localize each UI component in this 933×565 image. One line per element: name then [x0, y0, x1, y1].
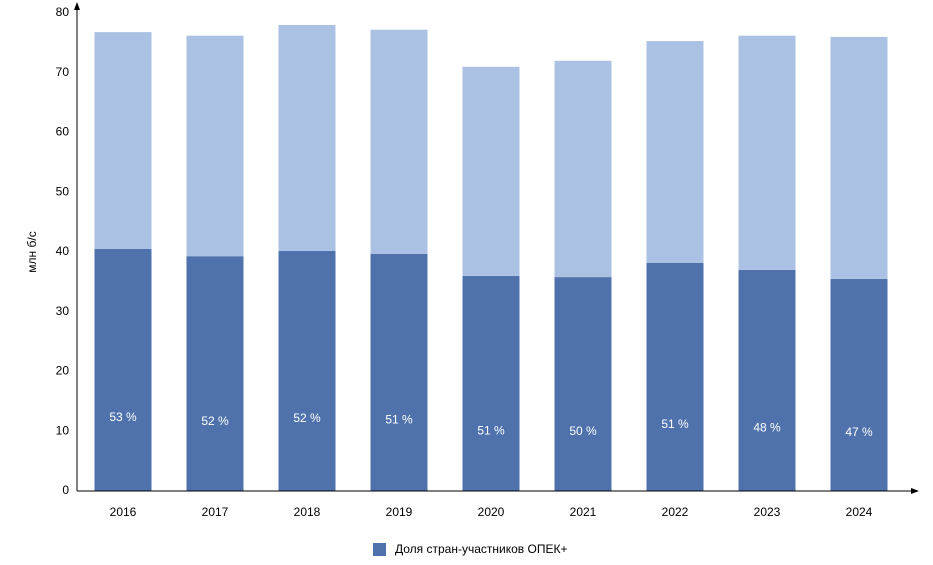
y-tick-label: 30 — [56, 304, 70, 318]
legend-swatch — [373, 543, 386, 556]
bar-segment — [738, 269, 796, 491]
y-tick-label: 70 — [56, 65, 70, 79]
bar-segment — [738, 35, 796, 270]
y-tick-label: 80 — [56, 5, 70, 19]
x-tick-label: 2017 — [202, 505, 229, 519]
bar-segment — [94, 32, 152, 250]
data-label: 52 % — [201, 414, 229, 428]
bar-segment — [278, 24, 336, 251]
legend-label: Доля стран-участников ОПЕК+ — [395, 542, 567, 556]
data-label: 51 % — [661, 417, 689, 431]
bar-segment — [554, 277, 612, 491]
y-tick-label: 10 — [56, 423, 70, 437]
x-tick-label: 2016 — [110, 505, 137, 519]
data-label: 52 % — [293, 411, 321, 425]
data-label: 53 % — [109, 410, 137, 424]
x-tick-label: 2018 — [294, 505, 321, 519]
bar-segment — [462, 275, 520, 491]
x-tick-label: 2020 — [478, 505, 505, 519]
bar-segment — [830, 36, 888, 279]
bar-segment — [646, 262, 704, 491]
x-tick-label: 2021 — [570, 505, 597, 519]
data-label: 48 % — [753, 421, 781, 435]
y-axis-arrow — [74, 2, 80, 10]
x-tick-label: 2022 — [662, 505, 689, 519]
y-axis-label: млн б/с — [25, 231, 39, 272]
bar-segment — [554, 60, 612, 278]
bar-segment — [462, 66, 520, 276]
y-tick-label: 50 — [56, 184, 70, 198]
y-tick-label: 20 — [56, 364, 70, 378]
bar-segment — [370, 253, 428, 491]
x-tick-label: 2024 — [846, 505, 873, 519]
y-tick-label: 0 — [62, 483, 69, 497]
x-axis-arrow — [911, 488, 919, 494]
data-label: 50 % — [569, 424, 597, 438]
bar-segment — [278, 250, 336, 491]
bar-segment — [646, 41, 704, 263]
data-label: 51 % — [385, 413, 413, 427]
x-tick-label: 2019 — [386, 505, 413, 519]
bar-segment — [94, 249, 152, 491]
y-tick-label: 40 — [56, 244, 70, 258]
bar-segment — [186, 35, 244, 257]
bar-segment — [830, 278, 888, 491]
bar-segment — [186, 256, 244, 491]
y-tick-label: 60 — [56, 125, 70, 139]
x-tick-label: 2023 — [754, 505, 781, 519]
bar-segment — [370, 29, 428, 254]
data-label: 51 % — [477, 424, 505, 438]
data-label: 47 % — [845, 425, 873, 439]
